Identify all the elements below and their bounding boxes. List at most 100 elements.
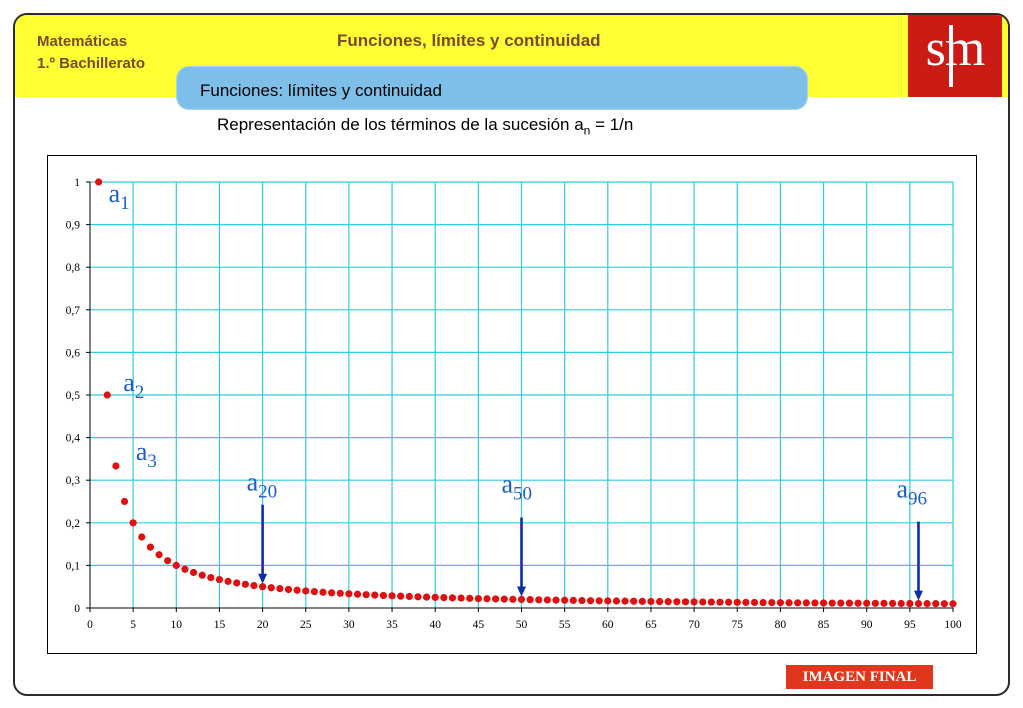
data-point — [794, 599, 802, 607]
x-tick-label: 70 — [688, 619, 700, 631]
y-tick-label: 0 — [74, 603, 80, 615]
data-point — [500, 595, 508, 603]
y-tick-label: 0,9 — [66, 220, 81, 232]
logo-bar — [949, 25, 953, 87]
annotation-label-a1: a1 — [109, 179, 130, 214]
data-point — [259, 583, 267, 591]
data-point — [940, 600, 948, 608]
data-point — [155, 551, 163, 559]
data-point — [198, 571, 206, 579]
annotation-label-a50: a50 — [502, 469, 533, 504]
data-point — [233, 579, 241, 587]
data-point — [811, 599, 819, 607]
data-point — [440, 594, 448, 602]
data-point — [164, 557, 172, 565]
data-point — [750, 598, 759, 607]
y-tick-label: 0,3 — [66, 475, 81, 487]
data-point — [871, 599, 879, 607]
annotation-label-a20: a20 — [247, 468, 278, 503]
data-point — [647, 597, 655, 606]
arrow-head-a20 — [258, 573, 268, 584]
x-tick-label: 55 — [559, 619, 571, 631]
x-tick-label: 15 — [214, 619, 226, 631]
data-point — [397, 592, 405, 600]
data-point — [224, 577, 232, 585]
data-point — [785, 599, 793, 607]
data-point — [276, 585, 284, 593]
x-tick-label: 0 — [87, 619, 93, 631]
data-point — [353, 590, 362, 598]
data-point — [215, 575, 224, 584]
data-point — [552, 596, 560, 604]
y-tick-label: 0,7 — [66, 305, 81, 317]
data-point — [578, 596, 586, 605]
data-point — [690, 598, 698, 606]
data-point — [630, 597, 638, 605]
data-point — [673, 598, 681, 606]
data-point — [621, 597, 629, 605]
arrow-head-a96 — [913, 590, 923, 601]
x-tick-label: 80 — [775, 619, 787, 631]
annotation-label-a2: a2 — [123, 368, 144, 403]
caption-formula: = 1/n — [590, 115, 634, 134]
x-tick-label: 65 — [645, 619, 657, 631]
data-point — [733, 598, 741, 606]
x-tick-label: 30 — [343, 619, 355, 631]
data-point — [612, 597, 621, 605]
x-tick-label: 100 — [944, 619, 962, 631]
annotation-base: a — [502, 469, 514, 498]
section-tab-label: Funciones: límites y continuidad — [200, 81, 442, 100]
chart-caption: Representación de los términos de la suc… — [217, 115, 633, 137]
x-tick-label: 50 — [516, 619, 528, 631]
data-point — [302, 587, 310, 595]
y-tick-label: 0,6 — [66, 347, 81, 359]
x-tick-label: 45 — [473, 619, 485, 631]
x-tick-label: 40 — [429, 619, 441, 631]
data-point — [319, 588, 327, 596]
data-point — [897, 599, 905, 608]
y-tick-label: 0,8 — [66, 262, 81, 274]
data-point — [146, 543, 155, 551]
data-point — [293, 586, 301, 594]
data-point — [414, 593, 422, 601]
chart-container: 0 5 10 15 20 25 30 35 40 45 50 55 60 65 70 75 80 85 90 95 10… — [47, 155, 977, 654]
annotation-base: a — [247, 468, 259, 497]
data-point — [664, 598, 672, 606]
data-point — [207, 573, 215, 582]
data-point — [517, 595, 526, 604]
data-point — [336, 589, 344, 597]
logo-text: sm — [925, 20, 986, 77]
data-point — [906, 599, 914, 608]
subject-name: Matemáticas — [37, 33, 128, 50]
annotation-base: a — [123, 368, 135, 397]
x-tick-label: 35 — [386, 619, 398, 631]
y-tick-label: 0,1 — [66, 560, 81, 572]
data-point — [681, 598, 690, 606]
data-point — [448, 594, 457, 602]
data-point — [405, 592, 413, 601]
data-point — [932, 600, 940, 608]
subject-label: Matemáticas 1.º Bachillerato — [37, 31, 145, 75]
data-point — [802, 599, 810, 607]
data-point — [181, 565, 189, 573]
final-image-badge: IMAGEN FINAL — [786, 665, 933, 689]
section-tab[interactable] — [177, 67, 807, 109]
data-point — [241, 580, 249, 588]
data-point — [388, 592, 396, 600]
data-point — [474, 594, 482, 603]
data-point — [742, 598, 750, 606]
x-tick-label: 75 — [732, 619, 744, 631]
data-point — [95, 178, 103, 186]
annotation-label-a96: a96 — [896, 475, 927, 510]
data-point — [707, 598, 715, 606]
data-point — [543, 596, 551, 604]
x-tick-label: 95 — [904, 619, 916, 631]
data-point — [854, 599, 862, 607]
data-point — [112, 462, 120, 470]
data-point — [120, 497, 129, 506]
data-point — [923, 600, 931, 608]
annotation-subscript: 96 — [908, 489, 927, 510]
data-point — [819, 599, 828, 607]
data-point — [371, 591, 379, 599]
data-point — [345, 590, 353, 598]
